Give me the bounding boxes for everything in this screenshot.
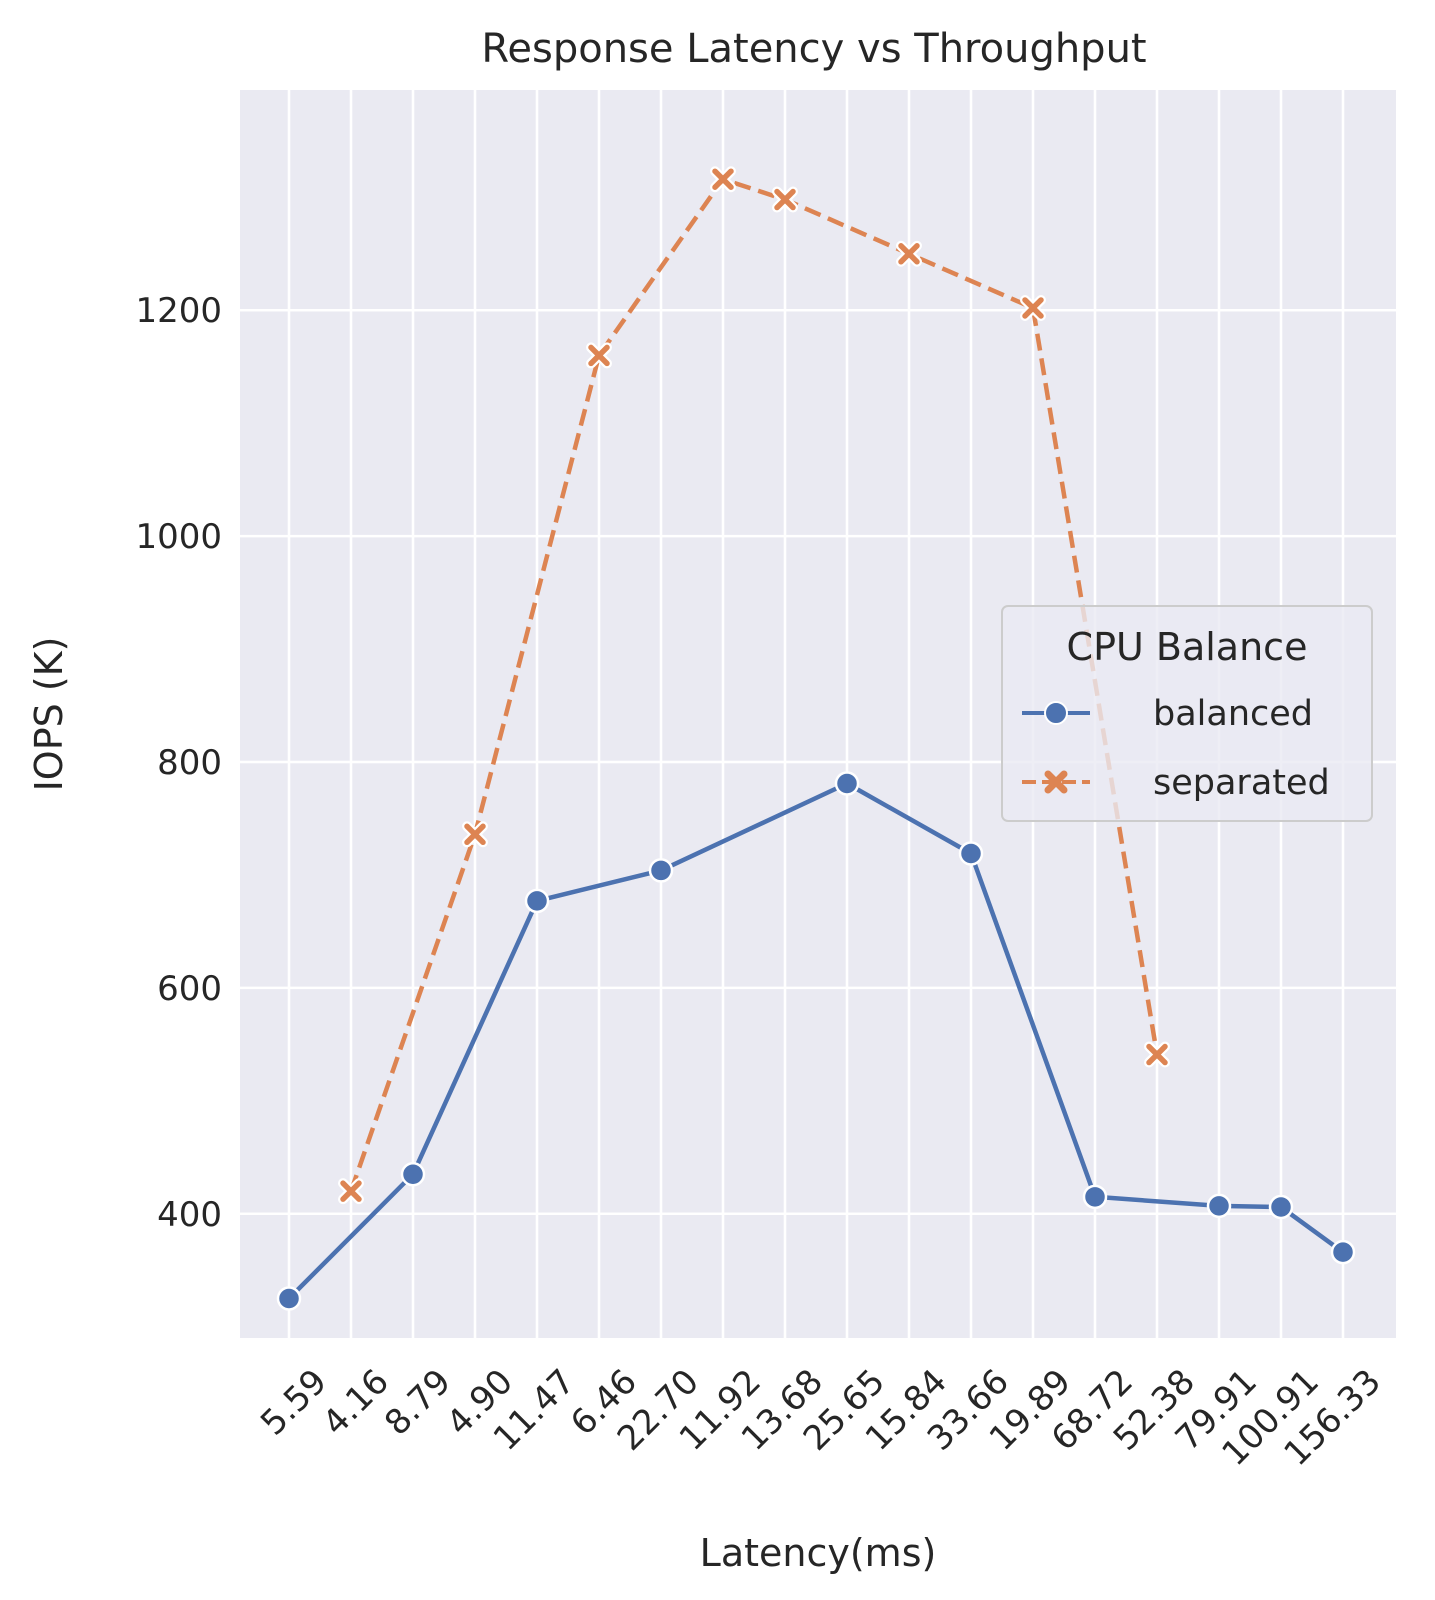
y-axis-label: IOPS (K) <box>27 637 71 792</box>
data-point-balanced <box>400 1161 426 1187</box>
data-point-balanced <box>524 888 550 914</box>
y-tick-label: 1000 <box>135 517 222 557</box>
marker-x <box>340 1180 362 1202</box>
series-layer <box>276 166 1356 1311</box>
legend-title: CPU Balance <box>1067 625 1308 669</box>
marker-x <box>898 243 920 265</box>
data-point-balanced <box>834 771 860 796</box>
marker-x <box>774 188 796 211</box>
legend-box <box>1001 605 1373 822</box>
y-axis: 400 600 800 1000 1200 <box>135 291 222 1235</box>
data-point-balanced <box>1330 1239 1356 1265</box>
y-tick-label: 600 <box>157 969 222 1009</box>
x-tick-label: 5.59 <box>253 1362 335 1444</box>
y-tick-label: 800 <box>157 743 222 783</box>
legend-marker-separated <box>1044 770 1068 794</box>
data-point-separated <box>1144 1041 1170 1068</box>
data-point-separated <box>896 240 922 267</box>
data-point-balanced <box>958 841 984 866</box>
legend: CPU Balance balanced separated <box>1001 605 1373 822</box>
data-point-balanced <box>1082 1184 1108 1210</box>
data-point-balanced <box>1268 1194 1294 1220</box>
legend-item-balanced: balanced <box>1022 694 1313 734</box>
data-point-separated <box>772 186 798 213</box>
data-point-separated <box>462 821 488 848</box>
y-tick-label: 1200 <box>135 291 222 331</box>
x-tick-label: 8.79 <box>377 1362 459 1444</box>
data-point-separated <box>1020 294 1046 321</box>
data-point-balanced <box>276 1286 302 1311</box>
x-axis: 5.594.168.794.9011.476.4622.7011.9213.68… <box>253 1362 1389 1474</box>
data-point-balanced <box>1206 1193 1232 1219</box>
marker-x <box>712 168 734 190</box>
series-line-separated <box>348 176 1160 1192</box>
legend-label-separated: separated <box>1153 763 1330 803</box>
marker-x <box>588 344 610 367</box>
marker-x <box>464 823 486 846</box>
legend-marker-balanced <box>1044 701 1068 725</box>
data-point-separated <box>710 166 736 193</box>
x-tick-label: 4.16 <box>315 1362 397 1444</box>
legend-label-balanced: balanced <box>1153 694 1313 734</box>
x-axis-label: Latency(ms) <box>700 1531 937 1575</box>
series-line-balanced <box>286 781 1346 1301</box>
marker-x <box>1022 297 1044 319</box>
chart-title: Response Latency vs Throughput <box>481 26 1146 72</box>
data-point-separated <box>586 342 612 369</box>
data-point-separated <box>338 1178 364 1205</box>
y-tick-label: 400 <box>157 1195 222 1235</box>
data-point-balanced <box>648 858 674 883</box>
marker-x <box>1146 1043 1168 1066</box>
legend-item-separated: separated <box>1022 763 1330 803</box>
